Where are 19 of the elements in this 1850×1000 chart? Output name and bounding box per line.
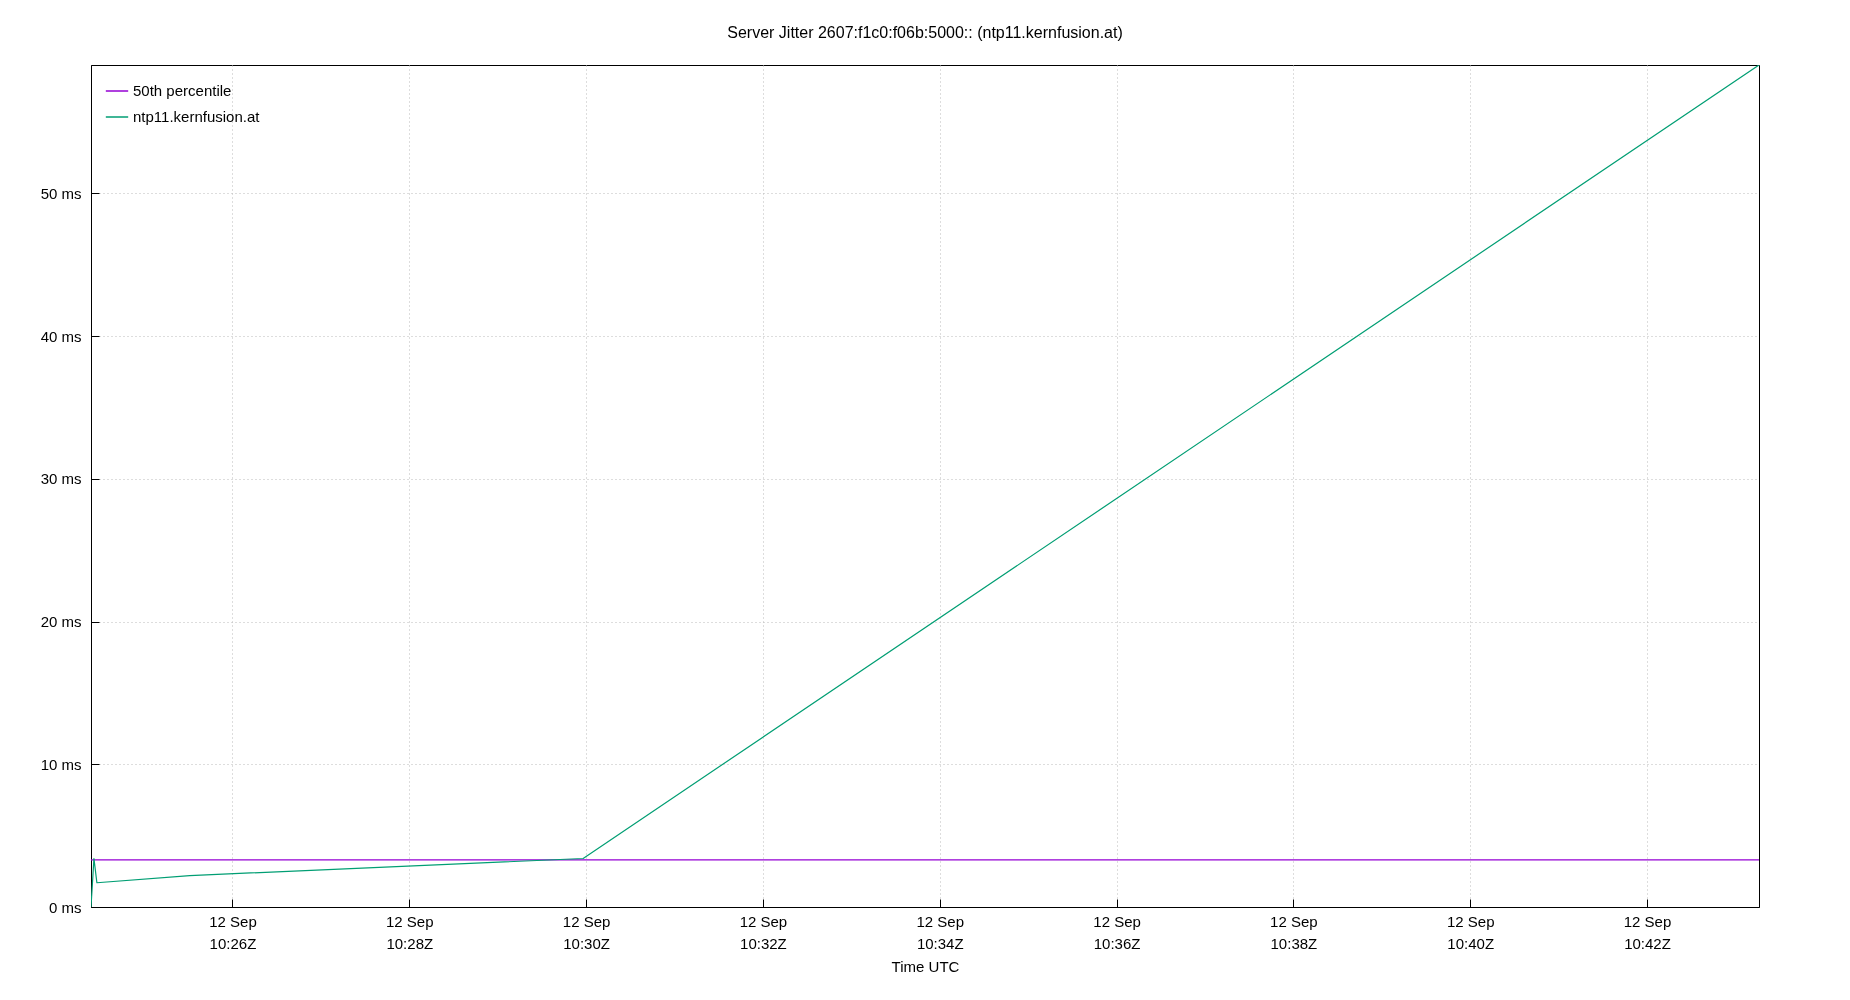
legend-label: 50th percentile [133,82,232,99]
x-tick-label: 12 Sep 10:42Z [1623,912,1672,952]
x-tick-label: 12 Sep 10:26Z [209,912,257,952]
chart-title: Server Jitter 2607:f1c0:f06b:5000:: (ntp11.kernfusion.at) [727,24,1123,41]
x-tick-label: 12 Sep 10:40Z [1446,912,1495,952]
x-tick-label: 12 Sep 10:30Z [562,912,611,952]
y-tick-label: 10 ms [40,755,82,773]
y-tick-label: 20 ms [40,613,82,631]
x-tick-label: 12 Sep 10:32Z [739,912,788,952]
x-tick-label: 12 Sep 10:28Z [386,912,434,952]
x-tick-label: 12 Sep 10:38Z [1270,912,1318,952]
x-tick-label: 12 Sep 10:36Z [1093,912,1141,952]
legend-label: ntp11.kernfusion.at [133,108,261,125]
y-tick-label: 30 ms [40,470,82,488]
y-tick-label: 40 ms [40,327,82,345]
y-tick-label: 50 ms [40,184,82,202]
y-tick-label: 0 ms [48,898,82,916]
x-axis-title: Time UTC [891,957,960,975]
x-tick-label: 12 Sep 10:34Z [916,912,965,952]
